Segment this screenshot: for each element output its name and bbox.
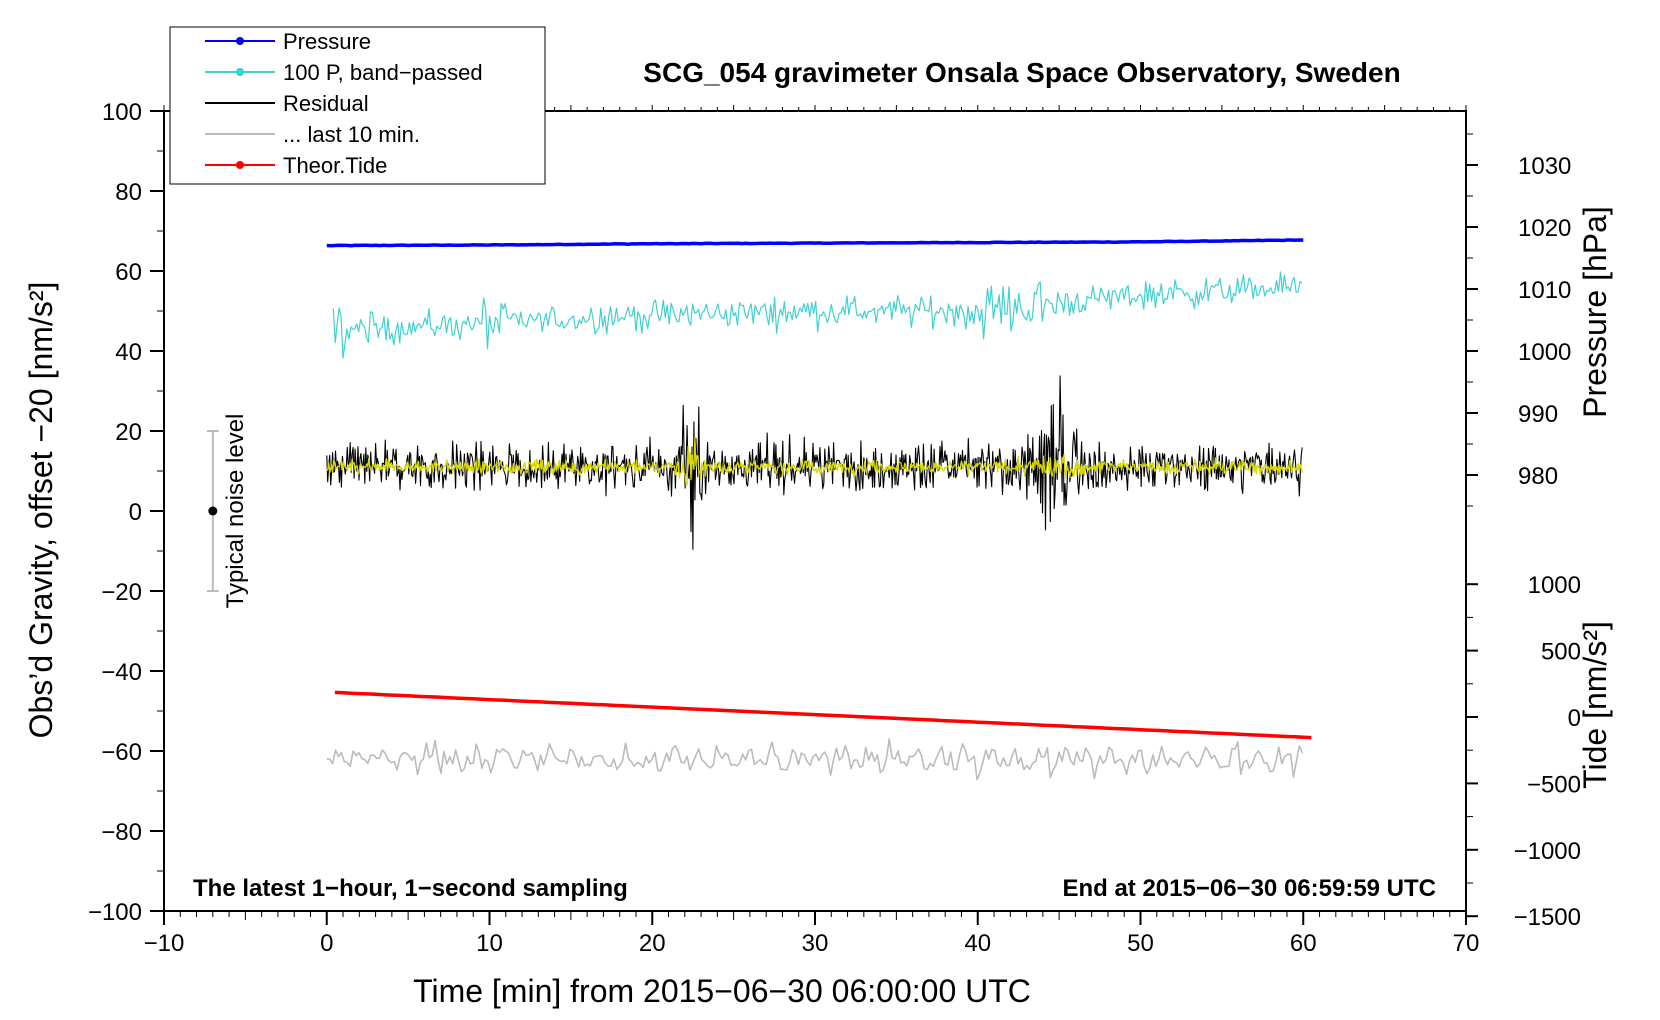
tide-series-line [334, 690, 1312, 740]
y-tick-label: 20 [115, 419, 142, 446]
legend-box [169, 26, 546, 185]
bandpassed-series-line [332, 271, 1303, 359]
x-tick-label: 0 [320, 930, 333, 957]
tide-tick-label: −500 [1527, 771, 1581, 798]
data-series [326, 238, 1312, 781]
pressure-tick-label: 1000 [1518, 339, 1571, 366]
x-tick-label: −10 [144, 930, 185, 957]
noise-label: Typical noise level [222, 414, 249, 609]
end-time-note: End at 2015−06−30 06:59:59 UTC [1062, 875, 1436, 902]
tide-tick-label: −1500 [1514, 904, 1581, 931]
pressure-tick-label: 990 [1518, 401, 1558, 428]
y-tick-label: −20 [101, 579, 142, 606]
y-tick-label: 0 [129, 499, 142, 526]
legend-label: 100 P, band−passed [283, 60, 483, 85]
tide-tick-label: −1000 [1514, 838, 1581, 865]
legend: Pressure 100 P, band−passed Residual ... la… [169, 26, 546, 185]
legend-label: Residual [283, 91, 369, 116]
tide-tick-label: 1000 [1528, 572, 1581, 599]
legend-swatch-marker [236, 37, 244, 45]
legend-label: ... last 10 min. [283, 122, 420, 147]
sampling-note: The latest 1−hour, 1−second sampling [193, 875, 628, 902]
residual-series-line [326, 375, 1303, 550]
y-axis-title-tide: Tide [nm/s²] [1577, 621, 1613, 789]
pressure-tick-label: 980 [1518, 463, 1558, 490]
y-tick-label: −60 [101, 739, 142, 766]
legend-label: Theor.Tide [283, 153, 387, 178]
legend-label: Pressure [283, 29, 371, 54]
y-axis-title-gravity: Obs’d Gravity, offset −20 [nm/s²] [23, 282, 59, 739]
x-tick-label: 50 [1127, 930, 1154, 957]
residual-smoothed-line [326, 436, 1303, 487]
x-tick-label: 60 [1290, 930, 1317, 957]
noise-center-dot [208, 506, 218, 516]
x-tick-label: 70 [1453, 930, 1480, 957]
pressure-tick-label: 1010 [1518, 277, 1571, 304]
legend-swatch-marker [236, 161, 244, 169]
tide-tick-label: 0 [1568, 705, 1581, 732]
chart-title: SCG_054 gravimeter Onsala Space Observat… [643, 57, 1400, 88]
y-axis-title-tide-text: Tide [nm/s²] [1577, 621, 1613, 789]
x-tick-label: 10 [476, 930, 503, 957]
tide-tick-label: 500 [1541, 639, 1581, 666]
x-tick-label: 20 [639, 930, 666, 957]
y-tick-label: −80 [101, 819, 142, 846]
legend-swatch-marker [236, 68, 244, 76]
pressure-tick-label: 1020 [1518, 215, 1571, 242]
axis-ticks: −10 0 10 20 30 40 50 60 70−100−80−60−40−20020406… [88, 99, 1581, 957]
y-tick-label: −100 [88, 899, 142, 926]
x-tick-label: 40 [964, 930, 991, 957]
plot-frame [163, 110, 1467, 912]
noise-indicator: Typical noise level [206, 414, 249, 609]
y-tick-label: 40 [115, 339, 142, 366]
y-tick-label: 60 [115, 259, 142, 286]
y-axis-title-pressure-text: Pressure [hPa] [1577, 206, 1613, 418]
y-tick-label: 100 [102, 99, 142, 126]
x-axis-title: Time [min] from 2015−06−30 06:00:00 UTC [413, 973, 1031, 1009]
y-tick-label: −40 [101, 659, 142, 686]
last10min-series-line [326, 738, 1304, 781]
pressure-series-line [326, 238, 1304, 248]
x-tick-label: 30 [802, 930, 829, 957]
y-axis-title-gravity-text: Obs’d Gravity, offset −20 [nm/s²] [23, 282, 59, 739]
pressure-tick-label: 1030 [1518, 153, 1571, 180]
y-axis-title-pressure: Pressure [hPa] [1577, 206, 1613, 418]
y-tick-label: 80 [115, 179, 142, 206]
